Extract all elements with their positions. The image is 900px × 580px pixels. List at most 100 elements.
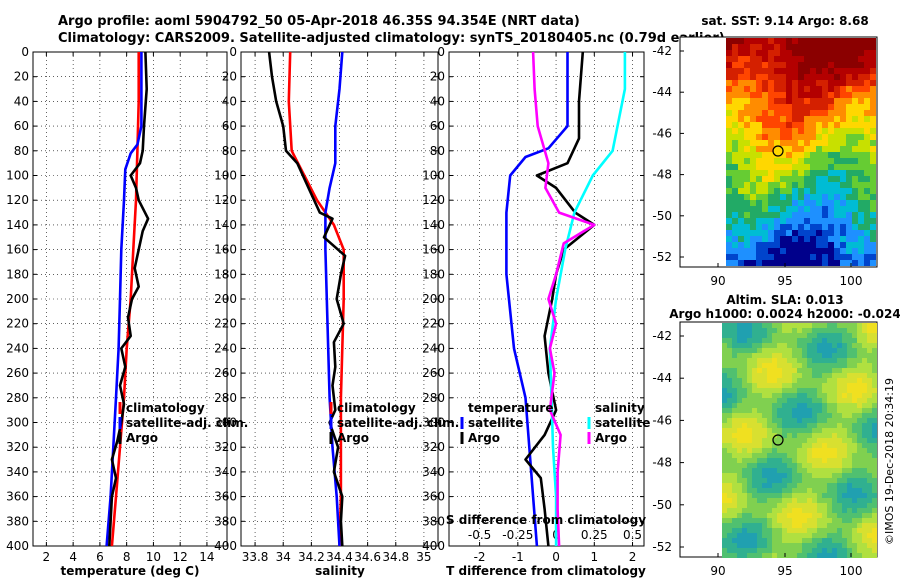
sla-cell	[867, 508, 872, 513]
sst-cell	[846, 218, 852, 224]
sst-cell	[738, 254, 744, 260]
sst-cell	[750, 158, 756, 164]
sla-cell	[767, 458, 772, 463]
argo-location-marker	[772, 145, 784, 157]
sst-cell	[744, 218, 750, 224]
sla-cell	[807, 468, 812, 473]
sst-cell	[816, 74, 822, 80]
sst-cell	[804, 170, 810, 176]
sst-cell	[822, 56, 828, 62]
sla-cell	[847, 373, 852, 378]
sla-cell	[867, 328, 872, 333]
y-tick-label: 240	[6, 341, 29, 355]
sst-cell	[756, 164, 762, 170]
sst-cell	[786, 224, 792, 230]
sst-cell	[822, 152, 828, 158]
sst-cell	[780, 50, 786, 56]
sla-cell	[852, 513, 857, 518]
sst-cell	[774, 170, 780, 176]
sst-cell	[828, 164, 834, 170]
sst-cell	[840, 74, 846, 80]
sla-cell	[822, 398, 827, 403]
sst-cell	[726, 146, 732, 152]
sla-cell	[812, 513, 817, 518]
sst-cell	[864, 86, 870, 92]
sst-cell	[798, 56, 804, 62]
sst-cell	[786, 80, 792, 86]
sst-cell	[774, 68, 780, 74]
sla-cell	[797, 328, 802, 333]
sst-cell	[756, 170, 762, 176]
sst-cell	[726, 176, 732, 182]
sst-cell	[840, 200, 846, 206]
sla-cell	[747, 518, 752, 523]
sst-cell	[810, 236, 816, 242]
sla-cell	[867, 383, 872, 388]
sst-cell	[870, 182, 876, 188]
sla-cell	[802, 348, 807, 353]
sla-cell	[862, 333, 867, 338]
sst-cell	[816, 230, 822, 236]
sst-cell	[816, 200, 822, 206]
sla-cell	[772, 393, 777, 398]
sla-cell	[822, 363, 827, 368]
sst-cell	[804, 128, 810, 134]
sst-cell	[726, 242, 732, 248]
sst-cell	[774, 122, 780, 128]
sst-cell	[798, 92, 804, 98]
sla-cell	[722, 388, 727, 393]
sla-cell	[757, 448, 762, 453]
sst-cell	[822, 224, 828, 230]
sla-cell	[842, 338, 847, 343]
sla-cell	[827, 378, 832, 383]
sla-cell	[807, 378, 812, 383]
sst-cell	[732, 188, 738, 194]
sla-cell	[772, 343, 777, 348]
sla-cell	[817, 443, 822, 448]
y-tick-label: 320	[422, 440, 445, 454]
sla-cell	[767, 473, 772, 478]
x-tick-label: 34.8	[382, 550, 409, 564]
sst-cell	[816, 182, 822, 188]
sst-cell	[798, 74, 804, 80]
y-tick-label: 80	[14, 144, 29, 158]
sla-cell	[752, 393, 757, 398]
sla-cell	[872, 328, 877, 333]
sst-cell	[744, 164, 750, 170]
sla-cell	[777, 323, 782, 328]
sla-cell	[737, 388, 742, 393]
sst-cell	[750, 176, 756, 182]
sst-cell	[726, 110, 732, 116]
sla-cell	[872, 473, 877, 478]
x-tick-label: 2	[629, 550, 637, 564]
sst-cell	[846, 68, 852, 74]
sla-cell	[842, 418, 847, 423]
sst-cell	[834, 38, 840, 44]
sst-cell	[870, 56, 876, 62]
sla-cell	[857, 443, 862, 448]
legend-argo: Argo	[337, 431, 369, 445]
sla-cell	[802, 528, 807, 533]
sst-cell	[870, 236, 876, 242]
sla-cell	[732, 533, 737, 538]
sla-cell	[802, 468, 807, 473]
sla-cell	[862, 338, 867, 343]
y-tick-label: 200	[214, 292, 237, 306]
sla-cell	[867, 388, 872, 393]
y-tick-label: 240	[214, 341, 237, 355]
sla-cell	[832, 453, 837, 458]
sst-cell	[810, 122, 816, 128]
sla-cell	[802, 338, 807, 343]
sla-cell	[752, 418, 757, 423]
sst-cell	[840, 140, 846, 146]
sst-cell	[834, 122, 840, 128]
sst-cell	[828, 176, 834, 182]
sst-cell	[762, 164, 768, 170]
sla-cell	[837, 383, 842, 388]
map-y-tick-label: -48	[652, 168, 672, 182]
sla-cell	[822, 413, 827, 418]
sla-cell	[862, 498, 867, 503]
sla-cell	[792, 448, 797, 453]
sst-cell	[810, 146, 816, 152]
sla-cell	[817, 518, 822, 523]
